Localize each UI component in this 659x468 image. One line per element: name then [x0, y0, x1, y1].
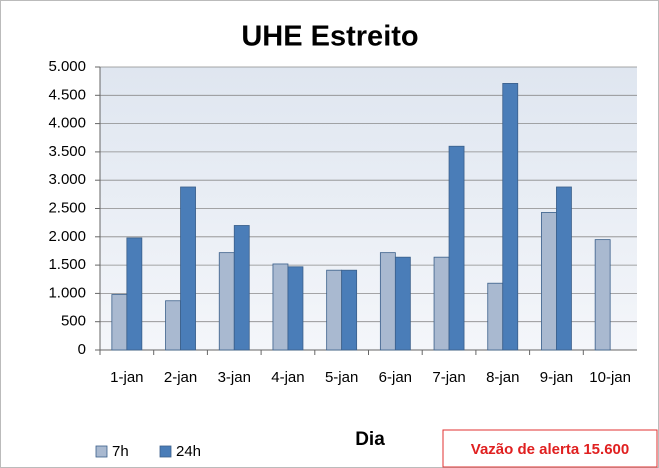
- y-tick-label: 3.000: [48, 171, 86, 188]
- x-tick-label: 8-jan: [486, 369, 519, 386]
- bar: [502, 83, 519, 351]
- legend-label: 24h: [176, 443, 201, 460]
- bar: [165, 300, 181, 351]
- y-tick-label: 4.500: [48, 86, 86, 103]
- x-tick-label: 6-jan: [379, 369, 412, 386]
- bar: [594, 239, 611, 351]
- annotation: Vazão de alerta 15.600: [471, 441, 629, 458]
- y-tick-label: 3.500: [48, 143, 86, 160]
- bar: [218, 252, 235, 351]
- y-tick-label: 1.500: [48, 256, 86, 273]
- annotation-box: [442, 429, 658, 468]
- x-tick-label: 4-jan: [271, 369, 304, 386]
- y-tick-label: 500: [61, 313, 86, 330]
- y-tick-label: 2.500: [48, 199, 86, 216]
- bar: [379, 252, 396, 351]
- x-tick-label: 7-jan: [432, 369, 465, 386]
- y-tick-label: 0: [78, 341, 86, 358]
- bar: [341, 269, 358, 351]
- bar: [233, 225, 250, 351]
- bar: [487, 282, 504, 351]
- bar: [287, 266, 304, 351]
- legend-swatch: [95, 445, 108, 458]
- legend-swatch: [159, 445, 172, 458]
- chart-title: UHE Estreito: [241, 21, 418, 53]
- bar: [326, 269, 343, 351]
- bar: [126, 237, 143, 351]
- bar: [556, 186, 572, 351]
- bar: [394, 256, 411, 351]
- y-tick-label: 2.000: [48, 228, 86, 245]
- x-tick-label: 2-jan: [164, 369, 197, 386]
- legend-label: 7h: [112, 443, 129, 460]
- x-tick-label: 9-jan: [540, 369, 573, 386]
- x-tick-label: 1-jan: [110, 369, 143, 386]
- bar: [433, 256, 450, 351]
- y-tick-label: 1.000: [48, 284, 86, 301]
- bar: [448, 145, 465, 351]
- bar: [541, 212, 557, 351]
- bar: [180, 186, 196, 351]
- bar: [111, 294, 128, 351]
- y-tick-label: 5.000: [48, 58, 86, 75]
- y-tick-label: 4.000: [48, 115, 86, 132]
- x-tick-label: 10-jan: [589, 369, 631, 386]
- bar: [272, 263, 289, 351]
- x-axis-label: Dia: [355, 429, 385, 450]
- x-tick-label: 5-jan: [325, 369, 358, 386]
- x-tick-label: 3-jan: [218, 369, 251, 386]
